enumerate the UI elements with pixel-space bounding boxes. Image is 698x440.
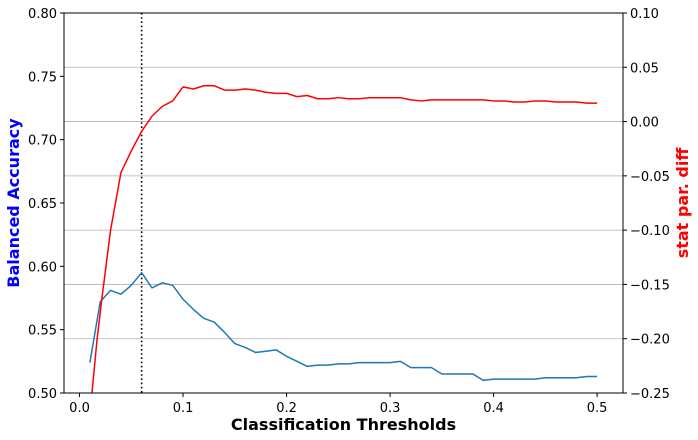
y-left-axis-ticks: 0.50 0.55 0.60 0.65 0.70 0.75 0.80 xyxy=(28,7,64,402)
x-tick-label: 0.3 xyxy=(380,401,401,416)
y-right-tick-label: 0.10 xyxy=(630,7,659,22)
y-right-axis-title: stat par. diff xyxy=(673,147,692,259)
stat-par-diff-line xyxy=(91,84,598,394)
y-right-tick-label: −0.25 xyxy=(630,387,670,402)
y-left-tick-label: 0.75 xyxy=(28,70,57,85)
y-right-axis-ticks: −0.25 −0.20 −0.15 −0.10 −0.05 0.00 0.05 0.10 xyxy=(623,7,670,402)
series-layer xyxy=(89,84,598,394)
x-tick-label: 0.4 xyxy=(483,401,504,416)
x-tick-label: 0.2 xyxy=(276,401,297,416)
y-left-axis-title: Balanced Accuracy xyxy=(4,118,23,288)
balanced-accuracy-line xyxy=(89,271,598,382)
x-tick-label: 0.5 xyxy=(587,401,608,416)
y-right-tick-label: −0.15 xyxy=(630,278,670,293)
y-right-tick-label: −0.10 xyxy=(630,224,670,239)
x-tick-label: 0.0 xyxy=(69,401,90,416)
y-left-tick-label: 0.80 xyxy=(28,7,57,22)
y-left-tick-label: 0.65 xyxy=(28,197,57,212)
x-axis-title: Classification Thresholds xyxy=(231,415,456,434)
y-left-tick-label: 0.60 xyxy=(28,260,57,275)
y-left-tick-label: 0.50 xyxy=(28,387,57,402)
y-right-tick-label: 0.00 xyxy=(630,116,659,131)
y-left-tick-label: 0.70 xyxy=(28,134,57,149)
plot-frame xyxy=(63,12,624,394)
x-tick-label: 0.1 xyxy=(173,401,194,416)
y-left-tick-label: 0.55 xyxy=(28,324,57,339)
x-axis-ticks: 0.0 0.1 0.2 0.3 0.4 0.5 xyxy=(69,393,607,416)
grid-lines xyxy=(64,12,623,394)
y-right-tick-label: −0.20 xyxy=(630,333,670,348)
y-right-tick-label: −0.05 xyxy=(630,170,670,185)
y-right-tick-label: 0.05 xyxy=(630,61,659,76)
